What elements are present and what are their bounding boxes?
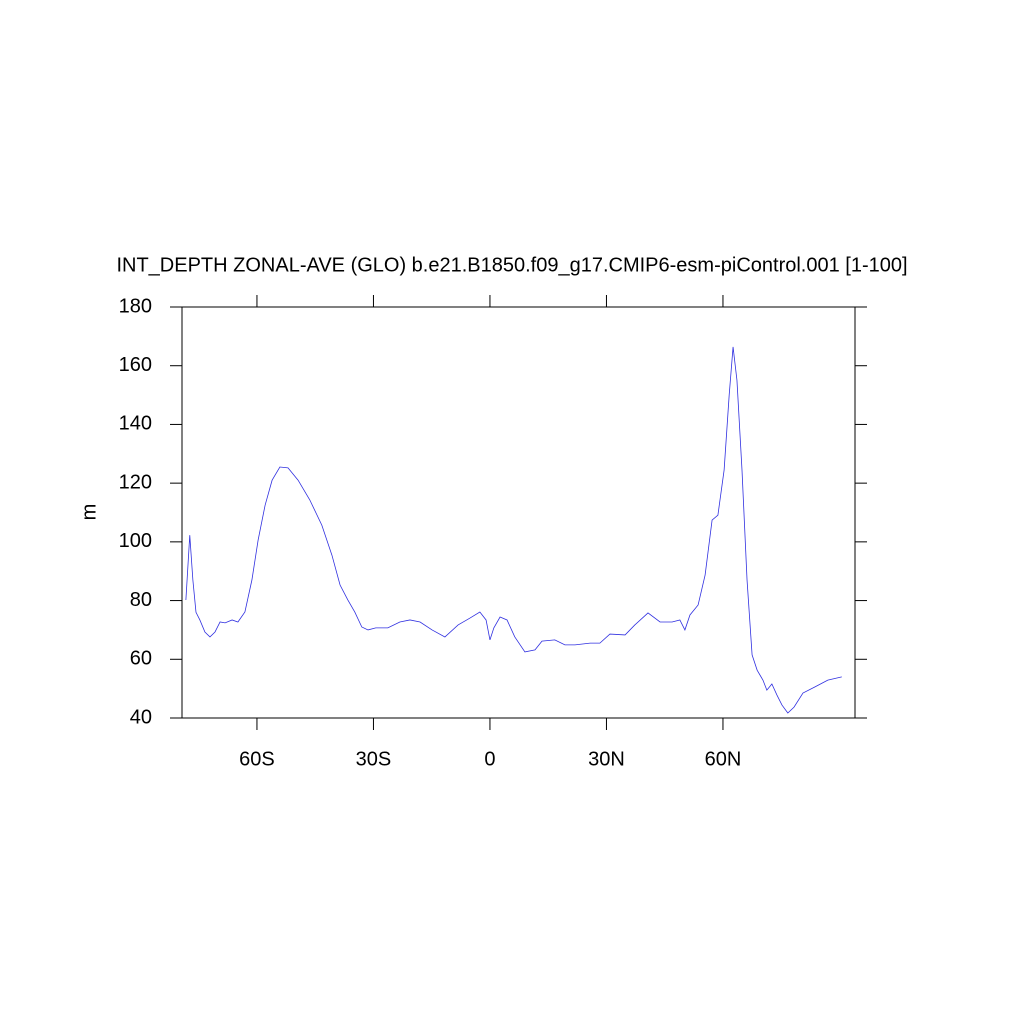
data-line — [185, 346, 842, 714]
y-tick-label: 120 — [119, 471, 152, 493]
x-tick-label: 30S — [356, 748, 392, 770]
y-tick-label: 180 — [119, 295, 152, 317]
x-tick-label: 60N — [705, 748, 742, 770]
plot-frame — [181, 306, 856, 719]
chart-title: INT_DEPTH ZONAL-AVE (GLO) b.e21.B1850.f0… — [116, 254, 907, 276]
y-tick-label: 140 — [119, 413, 152, 435]
x-tick-label: 30N — [588, 748, 625, 770]
y-tick-label: 40 — [130, 706, 152, 728]
y-tick-label: 100 — [119, 530, 152, 552]
x-tick-label: 60S — [239, 748, 275, 770]
x-tick-label: 0 — [484, 748, 495, 770]
y-tick-label: 60 — [130, 648, 152, 670]
y-tick-label: 160 — [119, 354, 152, 376]
y-tick-label: 80 — [130, 589, 152, 611]
y-axis-label: m — [78, 504, 100, 521]
